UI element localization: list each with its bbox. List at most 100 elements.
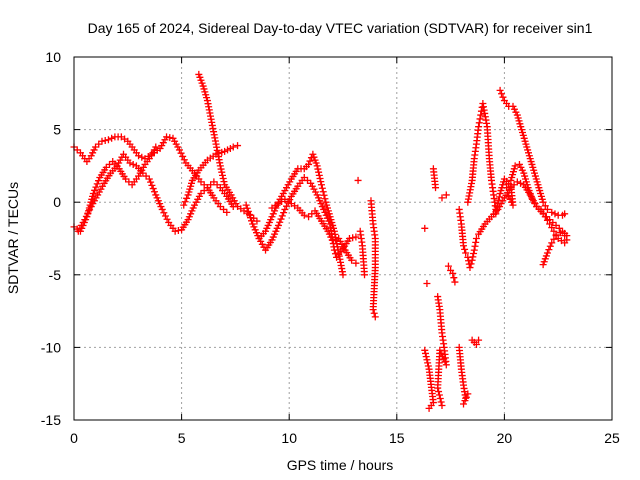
data-point [93,180,101,188]
data-point [86,206,94,214]
y-tick-label: -5 [49,267,62,283]
data-point [435,388,443,396]
data-point [147,178,155,186]
data-point [223,208,231,216]
data-point [493,203,501,211]
data-point [315,168,323,176]
data-point [461,245,469,253]
data-point [467,260,475,268]
series-arc-13 [455,205,483,348]
data-point [217,165,225,173]
data-point [321,195,329,203]
data-point [543,216,551,224]
data-point [495,196,503,204]
y-tick-label: 5 [53,122,61,138]
y-tick-label: 0 [53,194,61,210]
data-point [152,143,160,151]
data-point [496,86,504,94]
data-point [424,359,432,367]
data-point [552,232,560,240]
data-point [469,253,477,261]
data-point [243,204,251,212]
plot-frame [73,56,613,421]
data-point [166,134,174,142]
data-point [531,199,539,207]
data-point [462,393,470,401]
data-point [349,234,357,242]
data-point [352,233,360,241]
x-tick-label: 15 [389,430,405,446]
x-tick-label: 5 [178,430,186,446]
data-point [423,280,431,288]
series-arc-14 [464,99,500,213]
data-point [348,256,356,264]
x-axis-label: GPS time / hours [287,457,394,473]
data-point [460,400,468,408]
data-point [470,246,478,254]
data-point [548,224,556,232]
x-tick-label: 25 [604,430,620,446]
data-point [183,194,191,202]
x-tick-label: 20 [497,430,513,446]
data-point [546,242,554,250]
x-tick-label: 10 [281,430,297,446]
data-point [138,153,146,161]
data-point [315,171,323,179]
data-point [81,216,89,224]
data-point [434,384,442,392]
data-point [517,179,525,187]
data-point [499,93,507,101]
data-point [468,256,476,264]
data-point [280,209,288,217]
data-point [345,235,353,242]
data-point [423,356,431,364]
data-point [438,194,446,202]
data-point [370,309,378,317]
data-point [464,390,472,398]
data-point [174,227,182,235]
data-point [371,313,379,321]
data-point [320,191,328,199]
data-point [424,362,432,370]
series-arc-18 [539,229,571,269]
data-point [421,224,429,232]
data-point [216,162,224,170]
data-point [175,146,183,154]
data-point [472,340,480,348]
series-arc-10 [421,224,437,412]
data-point [466,264,474,272]
data-point [462,249,470,257]
y-tick-label: -10 [41,339,61,355]
data-point [89,189,97,197]
data-point [450,274,458,282]
series-arc-16 [496,86,569,219]
data-point [180,156,188,164]
data-point [551,210,559,218]
data-point [91,186,99,194]
data-point [245,211,253,219]
series-arc-8 [255,150,347,279]
data-point [161,212,169,220]
data-point [442,191,450,199]
data-point [150,188,158,196]
data-point [300,211,308,219]
data-point [470,250,478,258]
data-point [98,137,106,145]
data-point [179,152,187,160]
data-point [135,152,143,160]
data-point [319,188,327,196]
data-point [460,242,468,250]
data-point [369,306,377,314]
data-point [246,214,254,222]
data-point [548,239,556,247]
data-point [537,205,545,213]
y-tick-label: -15 [41,412,61,428]
data-point [331,250,339,258]
data-point [148,181,156,189]
data-point [104,136,112,144]
data-point [422,353,430,361]
data-point [281,205,289,213]
series-arc-5 [195,70,261,225]
